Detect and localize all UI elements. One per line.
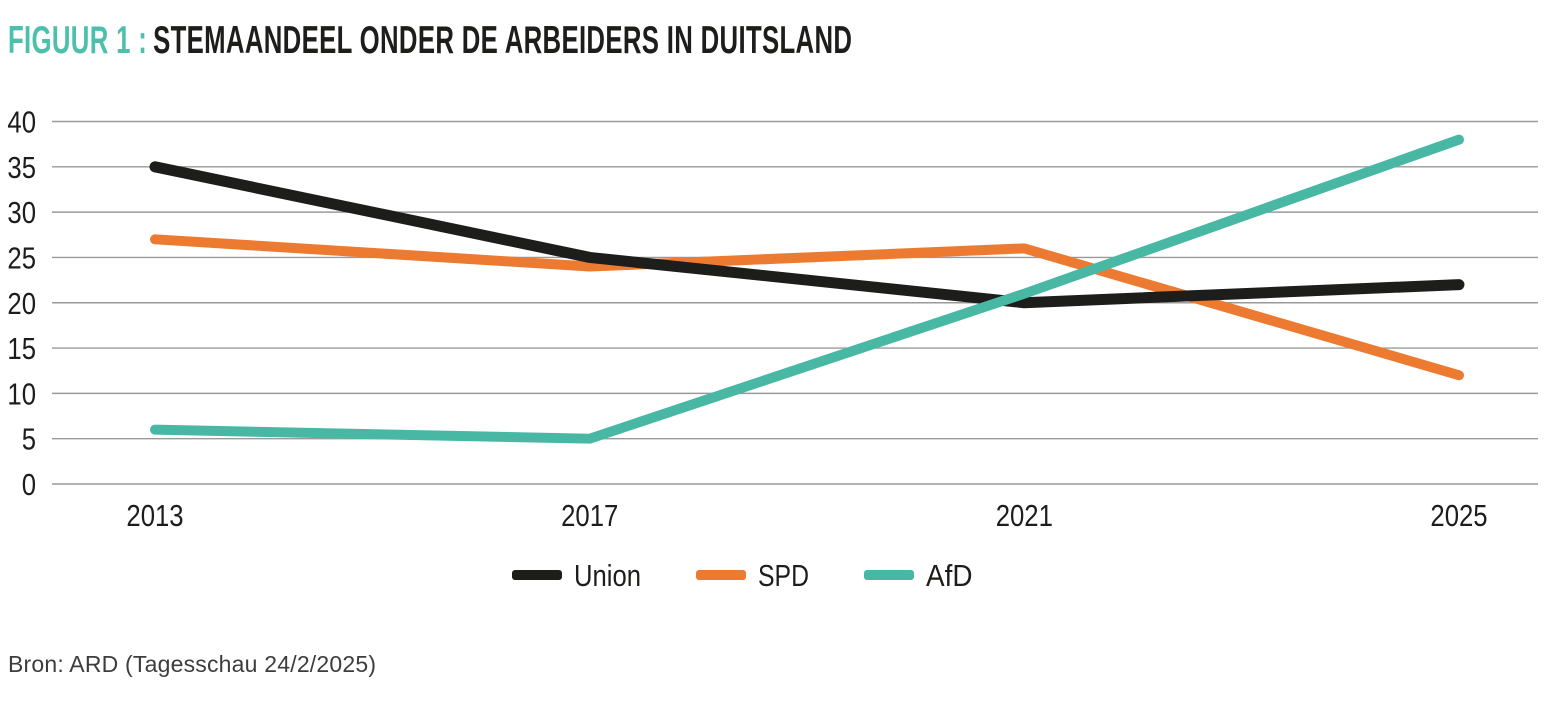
series-line-spd	[150, 234, 1464, 381]
y-axis-tick-label: 15	[7, 331, 36, 366]
x-axis-tick-label: 2021	[996, 498, 1053, 533]
legend-label-spd: SPD	[758, 558, 809, 593]
y-axis-tick-label: 10	[7, 376, 36, 411]
x-axis-tick-label: 2017	[561, 498, 618, 533]
figure-title-text: STEMAANDEEL ONDER DE ARBEIDERS IN DUITSL…	[153, 19, 853, 62]
figure-title-inner: FIGUUR 1 : STEMAANDEEL ONDER DE ARBEIDERS…	[8, 21, 852, 60]
legend-label-afd: AfD	[926, 558, 973, 593]
legend-swatch-afd	[864, 570, 914, 580]
y-axis-tick-label: 30	[7, 195, 36, 230]
y-axis-tick-label: 25	[7, 240, 36, 275]
y-axis-tick-label: 5	[22, 422, 36, 457]
y-axis-tick-label: 35	[7, 150, 36, 185]
y-axis-tick-label: 20	[7, 286, 36, 321]
series-line-union	[149, 161, 1465, 309]
y-axis-tick-label: 0	[22, 467, 36, 502]
legend-swatch-union	[512, 570, 562, 580]
series-line-afd	[150, 134, 1464, 444]
source-note: Bron: ARD (Tagesschau 24/2/2025)	[8, 651, 377, 677]
figure-number-label: FIGUUR 1 :	[8, 19, 148, 62]
x-axis-tick-label: 2025	[1430, 498, 1487, 533]
figure-title: FIGUUR 1 : STEMAANDEEL ONDER DE ARBEIDERS…	[8, 21, 1287, 60]
y-axis-tick-label: 40	[7, 105, 36, 140]
x-axis-tick-label: 2013	[126, 498, 183, 533]
legend-swatch-spd	[696, 570, 746, 580]
legend-label-union: Union	[574, 558, 641, 593]
